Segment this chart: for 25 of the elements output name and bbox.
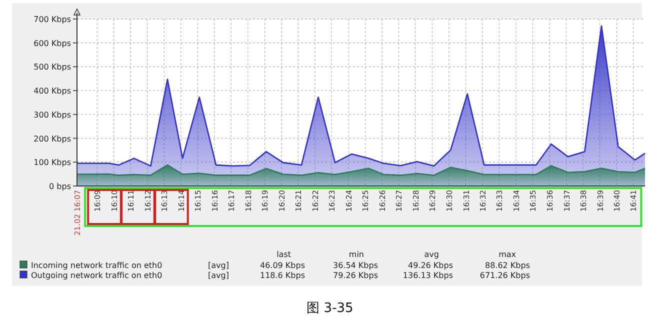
text: [avg]: [208, 261, 229, 270]
text: min: [348, 250, 364, 259]
text: [avg]: [208, 271, 229, 280]
legend-label: Incoming network traffic on eth0: [31, 261, 162, 270]
text: 118.6 Kbps: [260, 271, 305, 280]
text: 88.62 Kbps: [484, 261, 530, 270]
text: 136.13 Kbps: [402, 271, 453, 280]
y-tick-label: 500 Kbps: [34, 62, 71, 72]
text: 36.54 Kbps: [332, 261, 378, 270]
y-tick-label: 300 Kbps: [34, 110, 71, 120]
y-tick-label: 600 Kbps: [34, 38, 71, 48]
text: 79.26 Kbps: [332, 271, 378, 280]
text: 671.26 Kbps: [480, 271, 530, 280]
text: avg: [424, 250, 439, 259]
y-tick-label: 200 Kbps: [34, 134, 71, 144]
y-tick-label: 100 Kbps: [34, 158, 71, 168]
caption: 图 3-35: [306, 301, 354, 316]
y-tick-label: 0 bps: [49, 182, 71, 191]
y-tick-label: 700 Kbps: [34, 15, 71, 24]
text: max: [498, 250, 516, 259]
y-tick-label: 400 Kbps: [34, 86, 71, 96]
legend-label: Outgoing network traffic on eth0: [31, 271, 162, 280]
text: 46.09 Kbps: [260, 261, 305, 270]
text: 49.26 Kbps: [408, 261, 453, 270]
text: last: [276, 250, 291, 259]
